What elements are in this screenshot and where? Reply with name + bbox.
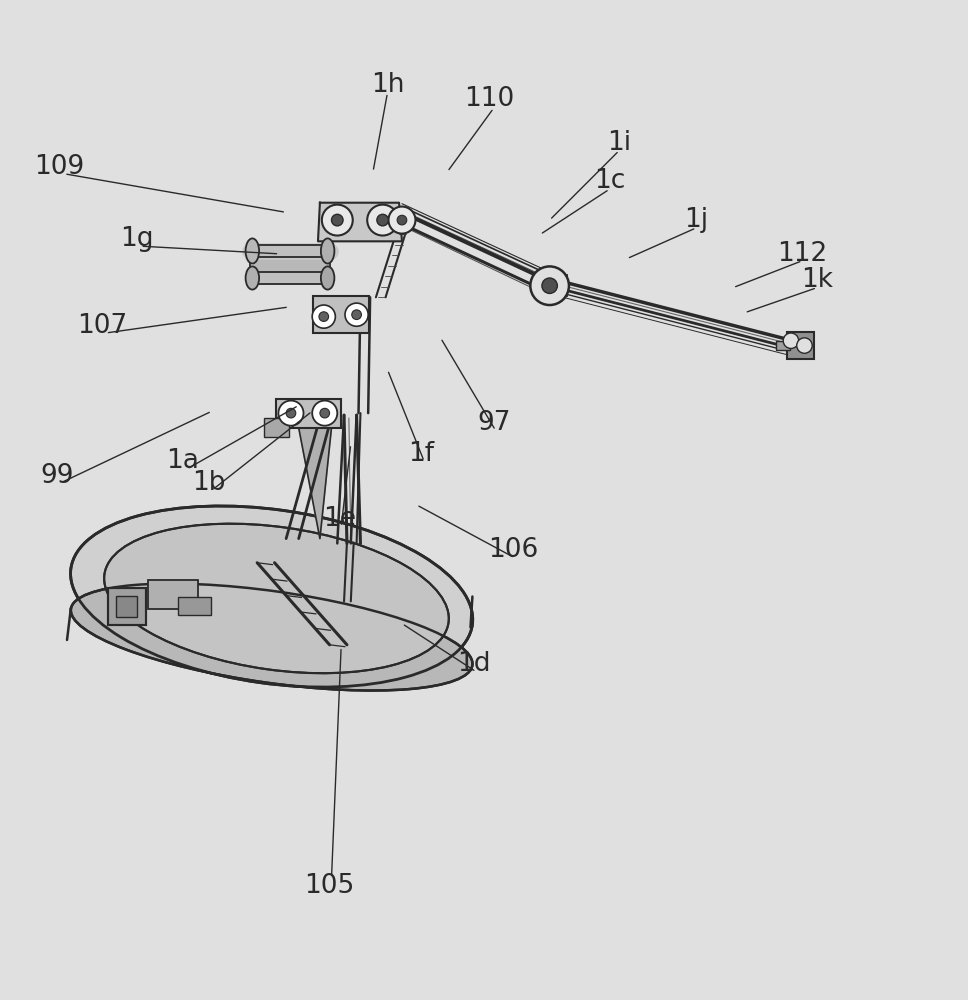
Text: 1k: 1k <box>801 267 833 293</box>
Text: 1g: 1g <box>120 226 153 252</box>
Bar <box>776 341 791 350</box>
Circle shape <box>797 338 812 353</box>
Bar <box>276 399 341 428</box>
Text: 1h: 1h <box>371 72 405 98</box>
Text: 1f: 1f <box>408 441 435 467</box>
Text: 1e: 1e <box>322 506 355 532</box>
Ellipse shape <box>246 238 259 264</box>
Text: 1j: 1j <box>684 207 709 233</box>
Bar <box>314 296 369 333</box>
Circle shape <box>783 333 799 348</box>
Text: 112: 112 <box>777 241 828 267</box>
Text: 110: 110 <box>464 86 514 112</box>
Bar <box>107 588 146 625</box>
Circle shape <box>331 214 343 226</box>
Ellipse shape <box>246 266 259 290</box>
Circle shape <box>351 310 361 320</box>
Text: 1b: 1b <box>193 470 226 496</box>
Bar <box>787 332 814 359</box>
Polygon shape <box>318 203 402 241</box>
Text: 99: 99 <box>41 463 75 489</box>
Circle shape <box>377 214 388 226</box>
Bar <box>264 418 288 437</box>
Bar <box>540 275 567 296</box>
Text: 105: 105 <box>305 873 354 899</box>
Ellipse shape <box>71 584 472 691</box>
Bar <box>254 251 328 278</box>
Circle shape <box>397 215 407 225</box>
Circle shape <box>319 408 329 418</box>
Circle shape <box>287 408 296 418</box>
Text: 1c: 1c <box>593 168 625 194</box>
Bar <box>255 245 327 257</box>
Text: 1a: 1a <box>166 448 199 474</box>
Circle shape <box>313 305 335 328</box>
Text: 1i: 1i <box>607 130 631 156</box>
Text: 109: 109 <box>34 154 84 180</box>
Text: 107: 107 <box>77 313 128 339</box>
Circle shape <box>279 401 304 426</box>
Circle shape <box>321 205 352 236</box>
Circle shape <box>313 401 337 426</box>
Circle shape <box>345 303 368 326</box>
Ellipse shape <box>105 524 449 673</box>
Ellipse shape <box>71 506 472 687</box>
Bar <box>116 596 137 617</box>
Circle shape <box>530 266 569 305</box>
Polygon shape <box>299 428 331 539</box>
Ellipse shape <box>320 238 334 264</box>
Bar <box>148 580 198 609</box>
Circle shape <box>388 207 415 234</box>
Text: 1d: 1d <box>458 651 491 677</box>
Bar <box>107 588 146 625</box>
Circle shape <box>318 312 328 321</box>
Circle shape <box>367 205 398 236</box>
Circle shape <box>542 278 558 293</box>
Bar <box>177 597 211 615</box>
Text: 97: 97 <box>477 410 510 436</box>
Text: 106: 106 <box>488 537 538 563</box>
Ellipse shape <box>320 266 334 290</box>
